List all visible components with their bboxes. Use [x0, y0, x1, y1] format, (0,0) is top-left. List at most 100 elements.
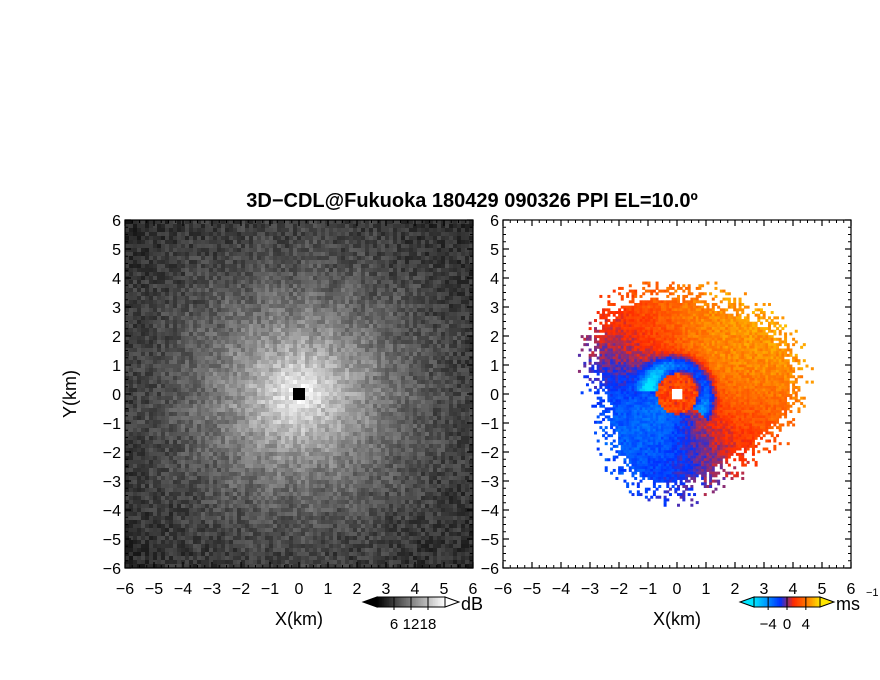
backscatter-cell — [353, 280, 358, 285]
backscatter-cell — [229, 344, 234, 349]
backscatter-cell — [233, 268, 238, 273]
backscatter-cell — [229, 292, 234, 297]
backscatter-cell — [469, 368, 474, 373]
backscatter-cell — [445, 412, 450, 417]
backscatter-cell — [337, 240, 342, 245]
backscatter-cell — [305, 308, 310, 313]
backscatter-cell — [285, 276, 290, 281]
backscatter-cell — [225, 312, 230, 317]
backscatter-cell — [129, 424, 134, 429]
backscatter-cell — [249, 256, 254, 261]
backscatter-cell — [125, 372, 130, 377]
backscatter-cell — [233, 256, 238, 261]
backscatter-cell — [133, 228, 138, 233]
backscatter-cell — [221, 416, 226, 421]
backscatter-cell — [165, 360, 170, 365]
backscatter-cell — [313, 336, 318, 341]
backscatter-cell — [249, 252, 254, 257]
backscatter-cell — [453, 424, 458, 429]
backscatter-cell — [237, 420, 242, 425]
backscatter-cell — [233, 252, 238, 257]
backscatter-cell — [457, 224, 462, 229]
backscatter-cell — [365, 280, 370, 285]
backscatter-cell — [185, 388, 190, 393]
backscatter-cell — [345, 268, 350, 273]
backscatter-cell — [281, 360, 286, 365]
backscatter-cell — [357, 228, 362, 233]
backscatter-cell — [301, 316, 306, 321]
backscatter-cell — [221, 380, 226, 385]
backscatter-cell — [377, 224, 382, 229]
backscatter-cell — [457, 264, 462, 269]
backscatter-cell — [189, 316, 194, 321]
backscatter-cell — [337, 236, 342, 241]
backscatter-cell — [293, 300, 298, 305]
backscatter-cell — [169, 260, 174, 265]
backscatter-cell — [265, 416, 270, 421]
backscatter-cell — [381, 400, 386, 405]
backscatter-cell — [233, 332, 238, 337]
backscatter-cell — [349, 308, 354, 313]
backscatter-cell — [449, 368, 454, 373]
backscatter-cell — [349, 324, 354, 329]
backscatter-cell — [429, 332, 434, 337]
backscatter-cell — [405, 380, 410, 385]
backscatter-cell — [181, 428, 186, 433]
backscatter-cell — [197, 324, 202, 329]
backscatter-cell — [277, 444, 282, 449]
backscatter-cell — [249, 260, 254, 265]
backscatter-cell — [429, 368, 434, 373]
backscatter-cell — [389, 272, 394, 277]
backscatter-cell — [333, 376, 338, 381]
backscatter-cell — [369, 416, 374, 421]
backscatter-cell — [433, 404, 438, 409]
backscatter-cell — [145, 272, 150, 277]
backscatter-cell — [325, 440, 330, 445]
backscatter-cell — [225, 220, 230, 225]
backscatter-cell — [469, 332, 474, 337]
backscatter-cell — [217, 388, 222, 393]
backscatter-cell — [189, 224, 194, 229]
backscatter-cell — [245, 296, 250, 301]
backscatter-cell — [469, 372, 474, 377]
backscatter-cell — [293, 260, 298, 265]
backscatter-cell — [241, 400, 246, 405]
backscatter-cell — [457, 436, 462, 441]
backscatter-cell — [265, 248, 270, 253]
backscatter-cell — [413, 340, 418, 345]
backscatter-cell — [413, 432, 418, 437]
backscatter-cell — [277, 228, 282, 233]
backscatter-cell — [401, 360, 406, 365]
backscatter-cell — [369, 376, 374, 381]
backscatter-cell — [253, 308, 258, 313]
backscatter-cell — [229, 360, 234, 365]
backscatter-cell — [129, 420, 134, 425]
backscatter-cell — [309, 236, 314, 241]
backscatter-cell — [141, 276, 146, 281]
backscatter-cell — [201, 308, 206, 313]
backscatter-cell — [441, 416, 446, 421]
backscatter-cell — [365, 408, 370, 413]
backscatter-cell — [205, 324, 210, 329]
backscatter-cell — [381, 268, 386, 273]
backscatter-cell — [333, 424, 338, 429]
backscatter-cell — [173, 416, 178, 421]
backscatter-cell — [209, 336, 214, 341]
backscatter-cell — [137, 416, 142, 421]
backscatter-cell — [369, 328, 374, 333]
backscatter-cell — [409, 292, 414, 297]
backscatter-cell — [277, 352, 282, 357]
backscatter-cell — [421, 244, 426, 249]
backscatter-cell — [213, 352, 218, 357]
backscatter-cell — [201, 356, 206, 361]
backscatter-cell — [245, 364, 250, 369]
backscatter-cell — [197, 320, 202, 325]
backscatter-cell — [181, 256, 186, 261]
backscatter-cell — [301, 260, 306, 265]
backscatter-cell — [181, 436, 186, 441]
backscatter-cell — [237, 448, 242, 453]
backscatter-cell — [157, 320, 162, 325]
backscatter-cell — [285, 264, 290, 269]
backscatter-cell — [277, 224, 282, 229]
backscatter-cell — [149, 360, 154, 365]
